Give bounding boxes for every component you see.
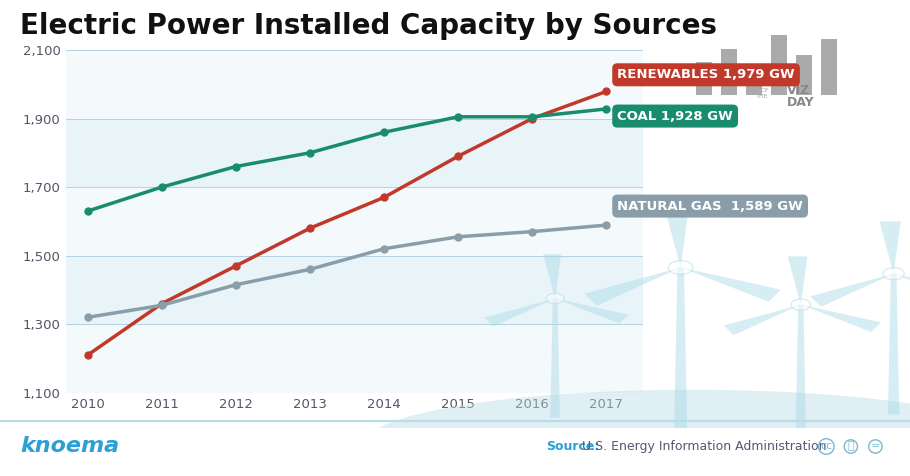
FancyBboxPatch shape bbox=[746, 69, 763, 95]
Bar bbox=[66, 187, 643, 256]
Text: Source:: Source: bbox=[546, 440, 600, 453]
Polygon shape bbox=[879, 221, 901, 274]
Text: VIZ: VIZ bbox=[787, 84, 811, 97]
Circle shape bbox=[791, 299, 811, 310]
Circle shape bbox=[883, 268, 905, 280]
FancyBboxPatch shape bbox=[821, 39, 837, 95]
Ellipse shape bbox=[364, 390, 910, 476]
Text: U.S. Energy Information Administration: U.S. Energy Information Administration bbox=[578, 440, 826, 453]
Polygon shape bbox=[681, 268, 781, 302]
Polygon shape bbox=[723, 305, 801, 335]
Text: COAL 1,928 GW: COAL 1,928 GW bbox=[617, 109, 733, 122]
Polygon shape bbox=[664, 207, 689, 268]
Text: Electric Power Installed Capacity by Sources: Electric Power Installed Capacity by Sou… bbox=[20, 12, 717, 40]
FancyBboxPatch shape bbox=[772, 35, 787, 95]
Bar bbox=[66, 324, 643, 393]
Polygon shape bbox=[788, 257, 807, 305]
Text: RENEWABLES 1,979 GW: RENEWABLES 1,979 GW bbox=[617, 68, 794, 81]
Circle shape bbox=[546, 293, 564, 304]
Polygon shape bbox=[894, 274, 910, 303]
FancyBboxPatch shape bbox=[721, 49, 737, 95]
Polygon shape bbox=[555, 298, 629, 324]
Polygon shape bbox=[484, 298, 555, 327]
Text: DAY: DAY bbox=[787, 97, 814, 109]
Polygon shape bbox=[674, 268, 687, 430]
Polygon shape bbox=[543, 254, 561, 298]
Circle shape bbox=[668, 260, 693, 275]
Text: cc: cc bbox=[820, 441, 833, 452]
Bar bbox=[66, 50, 643, 119]
Polygon shape bbox=[888, 274, 899, 415]
Text: OF
THE: OF THE bbox=[756, 88, 769, 99]
Polygon shape bbox=[584, 268, 681, 306]
Text: NATURAL GAS  1,589 GW: NATURAL GAS 1,589 GW bbox=[617, 199, 803, 213]
Polygon shape bbox=[801, 305, 881, 332]
Polygon shape bbox=[810, 274, 894, 307]
FancyBboxPatch shape bbox=[796, 55, 812, 95]
Text: ⓘ: ⓘ bbox=[847, 441, 854, 452]
Text: =: = bbox=[871, 441, 880, 452]
Polygon shape bbox=[795, 305, 806, 435]
FancyBboxPatch shape bbox=[696, 62, 712, 95]
Polygon shape bbox=[551, 298, 560, 417]
Text: knoema: knoema bbox=[20, 436, 119, 456]
